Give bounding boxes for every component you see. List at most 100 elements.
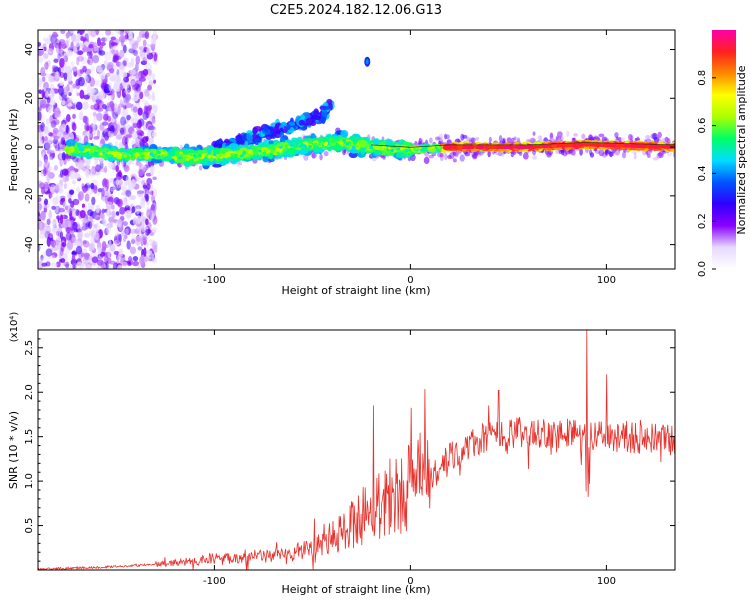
- noise-speckle: [380, 154, 386, 159]
- noise-speckle: [73, 45, 78, 54]
- signal-blob: [279, 136, 285, 144]
- noise-speckle: [126, 61, 132, 68]
- noise-speckle: [68, 30, 76, 34]
- signal-blob: [332, 144, 343, 151]
- noise-speckle: [110, 91, 115, 101]
- noise-speckle: [513, 136, 517, 141]
- noise-speckle: [90, 30, 97, 38]
- noise-speckle: [110, 42, 118, 46]
- noise-speckle: [72, 264, 76, 269]
- noise-speckle: [620, 137, 625, 141]
- noise-speckle: [135, 55, 141, 65]
- noise-speckle: [423, 156, 430, 165]
- noise-speckle: [487, 150, 491, 158]
- noise-speckle: [63, 76, 67, 81]
- noise-speckle: [631, 150, 638, 155]
- noise-speckle: [67, 69, 72, 80]
- noise-speckle: [131, 238, 136, 245]
- noise-speckle: [104, 51, 112, 61]
- noise-speckle: [50, 239, 57, 248]
- noise-speckle: [44, 141, 52, 151]
- noise-speckle: [48, 34, 53, 42]
- noise-speckle: [69, 225, 75, 231]
- noise-speckle: [70, 200, 75, 208]
- noise-speckle: [93, 184, 98, 194]
- noise-speckle: [105, 244, 109, 249]
- noise-speckle: [118, 61, 124, 70]
- noise-speckle: [84, 74, 88, 80]
- noise-speckle: [429, 137, 433, 144]
- noise-speckle: [122, 82, 130, 90]
- noise-speckle: [105, 178, 110, 189]
- noise-speckle: [97, 100, 104, 110]
- noise-speckle: [40, 97, 47, 108]
- noise-speckle: [119, 49, 125, 58]
- noise-speckle: [110, 187, 114, 192]
- noise-speckle: [108, 67, 115, 74]
- noise-speckle: [444, 133, 447, 140]
- noise-speckle: [66, 114, 71, 123]
- noise-speckle: [147, 123, 153, 133]
- noise-speckle: [123, 120, 128, 125]
- noise-speckle: [90, 220, 94, 226]
- noise-speckle: [137, 246, 143, 251]
- noise-speckle: [65, 232, 72, 241]
- noise-speckle: [646, 153, 651, 158]
- noise-speckle: [127, 32, 133, 40]
- noise-speckle: [618, 136, 622, 143]
- noise-speckle: [81, 56, 88, 65]
- noise-speckle: [57, 51, 61, 61]
- noise-speckle: [147, 125, 155, 131]
- noise-speckle: [80, 252, 85, 258]
- noise-speckle: [419, 138, 423, 143]
- noise-speckle: [45, 248, 53, 257]
- noise-speckle: [88, 44, 94, 49]
- noise-speckle: [38, 181, 44, 189]
- signal-blob: [340, 130, 349, 138]
- noise-speckle: [95, 112, 103, 122]
- noise-speckle: [469, 137, 475, 143]
- noise-speckle: [45, 91, 49, 98]
- noise-speckle: [97, 247, 102, 255]
- noise-speckle: [601, 151, 608, 158]
- noise-speckle: [495, 151, 501, 156]
- noise-speckle: [89, 66, 96, 71]
- noise-speckle: [88, 131, 93, 141]
- signal-blob: [263, 124, 269, 133]
- signal-blob: [65, 138, 76, 147]
- noise-speckle: [83, 41, 89, 46]
- noise-speckle: [43, 166, 47, 177]
- noise-speckle: [51, 252, 58, 258]
- noise-speckle: [145, 218, 149, 226]
- noise-speckle: [449, 152, 455, 160]
- signal-blob: [88, 145, 97, 153]
- noise-speckle: [462, 134, 468, 139]
- noise-speckle: [39, 223, 44, 231]
- noise-speckle: [77, 33, 81, 40]
- noise-speckle: [106, 222, 114, 229]
- noise-speckle: [38, 196, 42, 203]
- noise-speckle: [382, 154, 387, 160]
- noise-speckle: [115, 164, 119, 173]
- noise-speckle: [488, 136, 492, 143]
- noise-speckle: [61, 241, 67, 248]
- noise-speckle: [48, 156, 53, 161]
- noise-speckle: [110, 36, 117, 41]
- noise-speckle: [85, 222, 91, 228]
- noise-speckle: [118, 233, 122, 243]
- noise-speckle: [72, 113, 76, 119]
- noise-speckle: [38, 213, 41, 220]
- noise-speckle: [89, 168, 96, 178]
- noise-speckle: [135, 206, 140, 215]
- noise-speckle: [108, 162, 115, 170]
- noise-speckle: [53, 135, 60, 140]
- noise-speckle: [63, 206, 68, 216]
- noise-speckle: [92, 55, 100, 64]
- noise-speckle: [81, 217, 88, 224]
- noise-speckle: [65, 125, 71, 134]
- signal-core: [578, 143, 585, 147]
- noise-speckle: [75, 228, 83, 233]
- noise-speckle: [111, 73, 119, 80]
- noise-speckle: [454, 153, 459, 158]
